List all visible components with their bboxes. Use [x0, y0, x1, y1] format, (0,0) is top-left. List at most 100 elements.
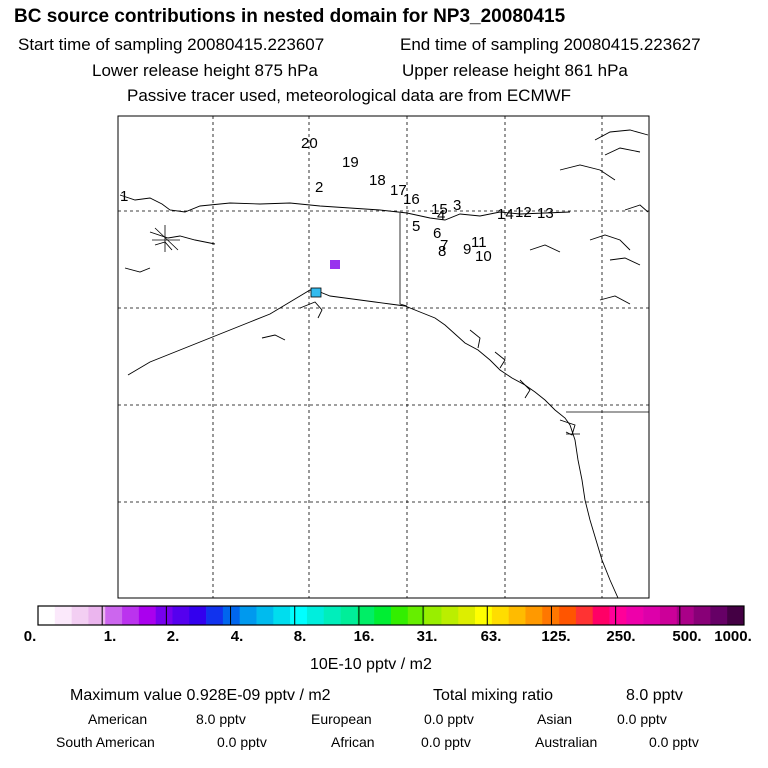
plot-title: BC source contributions in nested domain… [14, 6, 566, 27]
traj-label-7: 7 [440, 237, 448, 254]
colorbar-tick-8: 125. [541, 628, 571, 645]
asian-value: 0.0 pptv [617, 711, 667, 727]
traj-label-20: 20 [301, 135, 318, 152]
colorbar-swatch [138, 606, 156, 625]
colorbar-swatch [659, 606, 678, 625]
map-frame [117, 115, 650, 599]
colorbar-swatch [693, 606, 711, 625]
traj-label-16: 16 [403, 191, 420, 208]
traj-label-17: 17 [390, 182, 407, 199]
max-value: Maximum value 0.928E-09 pptv / m2 [70, 687, 331, 704]
colorbar-swatch [306, 606, 325, 625]
trajectory-labels: 1 2 3 4 5 6 7 8 9 10 11 12 13 14 15 16 1… [120, 135, 554, 265]
colorbar-swatch [458, 606, 476, 625]
colorbar-tick-6: 31. [416, 628, 438, 645]
colorbar-tick-7: 63. [480, 628, 502, 645]
colorbar-tick-1: 1. [103, 628, 117, 645]
african-label: African [331, 734, 375, 750]
traj-label-11: 11 [471, 234, 487, 251]
upper-release-height: Upper release height 861 hPa [402, 61, 628, 80]
contribution-cell-purple [330, 260, 340, 269]
lower-release-height: Lower release height 875 hPa [92, 61, 318, 80]
south-american-value: 0.0 pptv [217, 734, 267, 750]
colorbar-swatch [441, 606, 459, 625]
colorbar-swatch [374, 606, 392, 625]
colorbar-tick-2: 2. [166, 628, 180, 645]
american-value: 8.0 pptv [196, 711, 246, 727]
colorbar-swatch [643, 606, 661, 625]
colorbar-swatch [206, 606, 224, 625]
traj-label-9: 9 [463, 241, 471, 258]
traj-label-8: 8 [438, 243, 446, 260]
colorbar-swatch [491, 606, 509, 625]
chukotka-marker [152, 225, 180, 252]
traj-label-2: 2 [315, 179, 323, 196]
traj-label-1: 1 [120, 188, 128, 205]
colorbar-unit-label: 10E-10 pptv / m2 [310, 656, 432, 673]
graticule [118, 116, 649, 598]
total-mixing-value: 8.0 pptv [626, 687, 683, 704]
colorbar-swatch [559, 606, 577, 625]
traj-label-12: 12 [515, 204, 532, 221]
colorbar-swatch [88, 606, 106, 625]
colorbar-tick-0: 0. [23, 628, 37, 645]
colorbar-tick-10: 500. [672, 628, 702, 645]
south-american-label: South American [56, 734, 155, 750]
traj-label-18: 18 [369, 172, 386, 189]
total-mixing-label: Total mixing ratio [433, 687, 554, 704]
colorbar-swatch [54, 606, 72, 625]
colorbar-swatch [407, 606, 425, 625]
colorbar [37, 605, 745, 626]
colorbar-swatch [38, 606, 56, 625]
contribution-cell-cyan [310, 287, 322, 298]
colorbar-border [37, 605, 745, 626]
colorbar-tick-11: 1000. [714, 628, 752, 645]
colorbar-swatch [542, 606, 560, 625]
end-time: End time of sampling 20080415.223627 [400, 35, 701, 54]
colorbar-swatch [424, 606, 442, 625]
colorbar-tick-5: 16. [353, 628, 375, 645]
asian-label: Asian [537, 711, 573, 727]
colorbar-swatch [189, 606, 207, 625]
colorbar-tick-9: 250. [606, 628, 636, 645]
colorbar-swatch [256, 606, 274, 625]
australian-label: Australian [535, 734, 598, 750]
colorbar-swatch [71, 606, 89, 625]
colorbar-swatch [155, 606, 173, 625]
coastlines [119, 129, 649, 599]
colorbar-swatch [391, 606, 409, 625]
colorbar-swatch [105, 606, 123, 625]
traj-label-4: 4 [437, 207, 445, 224]
colorbar-swatch [122, 606, 140, 625]
australian-value: 0.0 pptv [649, 734, 699, 750]
traj-label-19: 19 [342, 154, 359, 171]
colorbar-swatch [508, 606, 526, 625]
colorbar-swatch [340, 606, 358, 625]
colorbar-tick-3: 4. [230, 628, 244, 645]
tracer-note: Passive tracer used, meteorological data… [127, 86, 572, 105]
traj-label-5: 5 [412, 218, 420, 235]
colorbar-tick-4: 8. [293, 628, 307, 645]
colorbar-swatch [710, 606, 728, 625]
colorbar-swatch [357, 606, 375, 625]
traj-label-15: 15 [431, 201, 448, 218]
traj-label-3: 3 [453, 197, 461, 214]
american-label: American [88, 711, 148, 727]
colorbar-swatch [575, 606, 594, 625]
colorbar-swatch [609, 606, 627, 625]
traj-label-13: 13 [537, 205, 554, 222]
colorbar-swatch [676, 606, 694, 625]
borders [399, 213, 649, 435]
traj-label-6: 6 [433, 225, 441, 242]
start-time: Start time of sampling 20080415.223607 [18, 35, 325, 54]
colorbar-swatch [727, 606, 745, 625]
colorbar-swatch [222, 606, 241, 625]
colorbar-swatch [273, 606, 291, 625]
colorbar-swatch [525, 606, 543, 625]
colorbar-swatch [475, 606, 493, 625]
european-label: European [311, 711, 372, 727]
colorbar-swatch [592, 606, 610, 625]
african-value: 0.0 pptv [421, 734, 471, 750]
colorbar-swatch [626, 606, 644, 625]
